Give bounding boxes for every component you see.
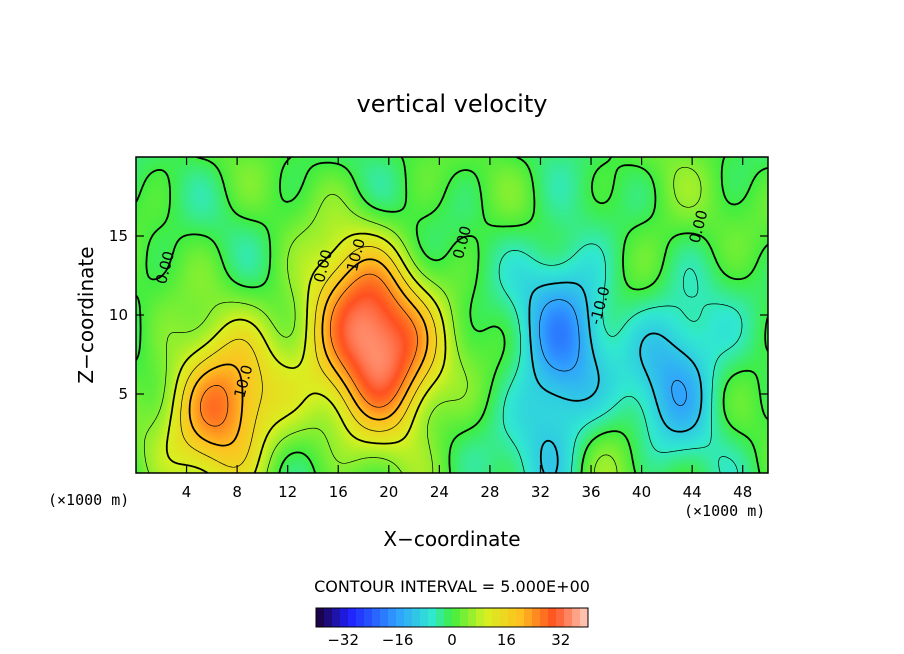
colorbar-step <box>548 608 557 627</box>
colorbar-step <box>444 608 453 627</box>
x-tick-label: 44 <box>683 483 702 501</box>
colorbar-step <box>412 608 421 627</box>
colorbar-step <box>372 608 381 627</box>
z-tick-label: 15 <box>109 227 128 245</box>
colorbar-step <box>348 608 357 627</box>
colorbar-step <box>476 608 485 627</box>
colorbar-step <box>380 608 389 627</box>
x-tick-label: 12 <box>278 483 297 501</box>
colorbar-step <box>540 608 549 627</box>
colorbar-tick-label: 32 <box>551 631 570 649</box>
colorbar-step <box>452 608 461 627</box>
colorbar-step <box>396 608 405 627</box>
colorbar-step <box>324 608 333 627</box>
colorbar: −32 −16 0 16 32 <box>315 607 589 649</box>
z-tick-label: 5 <box>118 385 128 403</box>
colorbar-step <box>564 608 573 627</box>
colorbar-step <box>508 608 517 627</box>
colorbar-steps <box>315 607 589 628</box>
x-tick-label: 8 <box>232 483 242 501</box>
colorbar-step <box>516 608 525 627</box>
x-tick-label: 16 <box>329 483 348 501</box>
z-axis-label: Z−coordinate <box>74 246 98 383</box>
contour-level <box>188 258 429 447</box>
colorbar-step <box>316 608 325 627</box>
colorbar-ticks: −32 −16 0 16 32 <box>327 631 570 649</box>
colorbar-step <box>556 608 565 627</box>
colorbar-step <box>460 608 469 627</box>
colorbar-step <box>340 608 349 627</box>
x-tick-label: 48 <box>733 483 752 501</box>
colorbar-tick-label: 16 <box>497 631 516 649</box>
colorbar-step <box>436 608 445 627</box>
plot-area <box>136 157 768 473</box>
colorbar-step <box>500 608 509 627</box>
colorbar-step <box>356 608 365 627</box>
colorbar-step <box>388 608 397 627</box>
colorbar-tick-label: −32 <box>327 631 359 649</box>
colorbar-step <box>420 608 429 627</box>
colorbar-step <box>404 608 413 627</box>
x-axis: 4 8 12 16 20 24 28 32 36 40 44 48 <box>182 157 752 501</box>
z-axis: 5 10 15 <box>109 227 768 403</box>
contour-level <box>165 232 447 473</box>
colorbar-step <box>524 608 533 627</box>
colorbar-tick-label: 0 <box>447 631 457 649</box>
contour-level <box>200 273 418 427</box>
contour-level <box>539 299 687 407</box>
colorbar-step <box>428 608 437 627</box>
x-tick-label: 32 <box>531 483 550 501</box>
colorbar-tick-label: −16 <box>382 631 414 649</box>
colorbar-step <box>492 608 501 627</box>
z-unit-label: (×1000 m) <box>48 491 129 509</box>
x-tick-label: 4 <box>182 483 192 501</box>
contour-level <box>528 281 703 473</box>
colorbar-step <box>364 608 373 627</box>
contour-level <box>498 243 743 473</box>
colorbar-step <box>468 608 477 627</box>
colorbar-frame <box>315 607 589 628</box>
contour-lines <box>136 157 768 473</box>
x-tick-label: 40 <box>632 483 651 501</box>
contour-level <box>136 157 768 473</box>
contour-level <box>180 246 437 468</box>
x-tick-label: 28 <box>480 483 499 501</box>
colorbar-step <box>484 608 493 627</box>
contour-level <box>143 166 702 473</box>
x-tick-label: 24 <box>430 483 449 501</box>
colorbar-step <box>580 608 589 627</box>
colorbar-step <box>332 608 341 627</box>
z-tick-label: 10 <box>109 306 128 324</box>
x-axis-label: X−coordinate <box>383 527 520 551</box>
contour-interval: CONTOUR INTERVAL = 5.000E+00 <box>314 577 590 596</box>
chart-title: vertical velocity <box>357 90 548 118</box>
colorbar-step <box>572 608 581 627</box>
x-tick-label: 36 <box>581 483 600 501</box>
colorbar-step <box>532 608 541 627</box>
x-unit-label: (×1000 m) <box>684 502 765 520</box>
x-tick-label: 20 <box>379 483 398 501</box>
